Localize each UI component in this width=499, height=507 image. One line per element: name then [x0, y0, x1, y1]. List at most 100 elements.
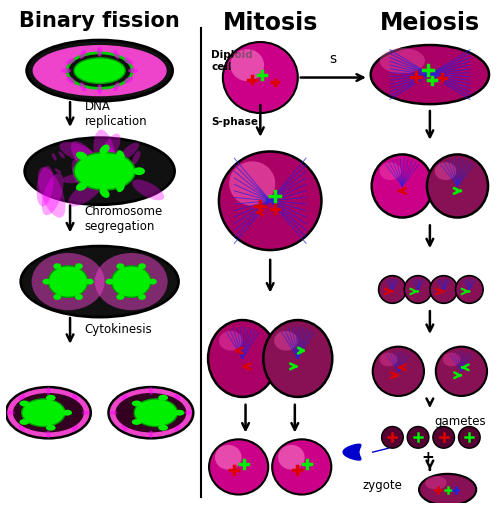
Ellipse shape	[38, 167, 65, 218]
Ellipse shape	[132, 401, 142, 407]
Text: gametes: gametes	[435, 415, 487, 428]
Ellipse shape	[52, 153, 56, 161]
Ellipse shape	[86, 279, 94, 284]
Ellipse shape	[58, 152, 65, 158]
Ellipse shape	[174, 394, 181, 401]
Ellipse shape	[138, 294, 146, 300]
Ellipse shape	[19, 394, 25, 401]
Ellipse shape	[116, 294, 124, 300]
Ellipse shape	[121, 425, 128, 431]
Ellipse shape	[46, 425, 56, 430]
Ellipse shape	[430, 276, 458, 303]
Ellipse shape	[134, 399, 178, 426]
Ellipse shape	[76, 182, 87, 191]
Ellipse shape	[427, 155, 488, 218]
Ellipse shape	[443, 352, 461, 367]
Ellipse shape	[113, 50, 120, 59]
Ellipse shape	[116, 263, 124, 269]
Ellipse shape	[74, 58, 125, 84]
Ellipse shape	[19, 419, 29, 425]
Ellipse shape	[115, 393, 187, 432]
Ellipse shape	[6, 387, 91, 439]
Ellipse shape	[80, 83, 86, 91]
Ellipse shape	[106, 279, 113, 284]
Ellipse shape	[229, 161, 275, 206]
Ellipse shape	[46, 430, 50, 439]
Ellipse shape	[68, 178, 104, 206]
Ellipse shape	[32, 45, 167, 96]
Ellipse shape	[274, 331, 298, 351]
Ellipse shape	[19, 401, 29, 407]
Ellipse shape	[72, 159, 84, 186]
Ellipse shape	[21, 246, 179, 317]
Text: Meiosis: Meiosis	[380, 12, 480, 35]
Ellipse shape	[13, 393, 84, 432]
Ellipse shape	[158, 425, 168, 430]
Ellipse shape	[456, 276, 483, 303]
Ellipse shape	[108, 387, 193, 439]
Ellipse shape	[278, 445, 305, 469]
Text: Diploid
cell: Diploid cell	[211, 50, 253, 71]
Ellipse shape	[124, 58, 133, 64]
Ellipse shape	[48, 266, 88, 298]
Ellipse shape	[372, 155, 433, 218]
Ellipse shape	[128, 68, 138, 73]
Ellipse shape	[53, 294, 61, 300]
Ellipse shape	[158, 395, 168, 401]
Ellipse shape	[7, 411, 15, 415]
Ellipse shape	[107, 179, 114, 183]
Ellipse shape	[124, 77, 133, 83]
Ellipse shape	[82, 411, 90, 415]
Ellipse shape	[46, 387, 50, 395]
Ellipse shape	[72, 425, 78, 431]
Text: zygote: zygote	[362, 479, 402, 492]
Ellipse shape	[174, 425, 181, 431]
Ellipse shape	[219, 331, 243, 351]
Ellipse shape	[80, 165, 88, 177]
Ellipse shape	[36, 166, 53, 206]
Ellipse shape	[25, 138, 175, 205]
Ellipse shape	[113, 83, 120, 91]
Ellipse shape	[380, 48, 425, 74]
Ellipse shape	[80, 50, 86, 59]
Ellipse shape	[149, 430, 153, 439]
Ellipse shape	[379, 276, 406, 303]
Ellipse shape	[95, 253, 168, 310]
Ellipse shape	[149, 387, 153, 395]
Ellipse shape	[62, 410, 72, 416]
Text: Cytokinesis: Cytokinesis	[85, 323, 153, 337]
Text: Mitosis: Mitosis	[223, 12, 318, 35]
Ellipse shape	[66, 58, 75, 64]
Ellipse shape	[132, 419, 142, 425]
Ellipse shape	[53, 263, 61, 269]
Text: +: +	[422, 450, 434, 464]
Ellipse shape	[109, 411, 117, 415]
Ellipse shape	[263, 320, 332, 397]
Ellipse shape	[87, 182, 103, 188]
Ellipse shape	[219, 152, 321, 250]
Ellipse shape	[120, 142, 139, 160]
Ellipse shape	[66, 77, 75, 83]
Ellipse shape	[42, 173, 63, 215]
Ellipse shape	[67, 53, 132, 88]
Text: DNA
replication: DNA replication	[85, 100, 148, 128]
Text: s: s	[330, 52, 337, 66]
Ellipse shape	[419, 474, 476, 505]
Ellipse shape	[433, 426, 455, 448]
Ellipse shape	[19, 425, 25, 431]
Ellipse shape	[26, 40, 173, 101]
Ellipse shape	[132, 151, 140, 164]
Ellipse shape	[459, 426, 480, 448]
Ellipse shape	[105, 146, 119, 162]
Ellipse shape	[138, 263, 146, 269]
Ellipse shape	[175, 410, 185, 416]
Ellipse shape	[99, 144, 110, 155]
Ellipse shape	[404, 276, 432, 303]
Ellipse shape	[425, 476, 447, 490]
Ellipse shape	[75, 294, 83, 300]
Ellipse shape	[99, 134, 120, 166]
Ellipse shape	[435, 162, 457, 180]
Ellipse shape	[111, 266, 151, 298]
Ellipse shape	[380, 352, 397, 367]
Ellipse shape	[75, 263, 83, 269]
